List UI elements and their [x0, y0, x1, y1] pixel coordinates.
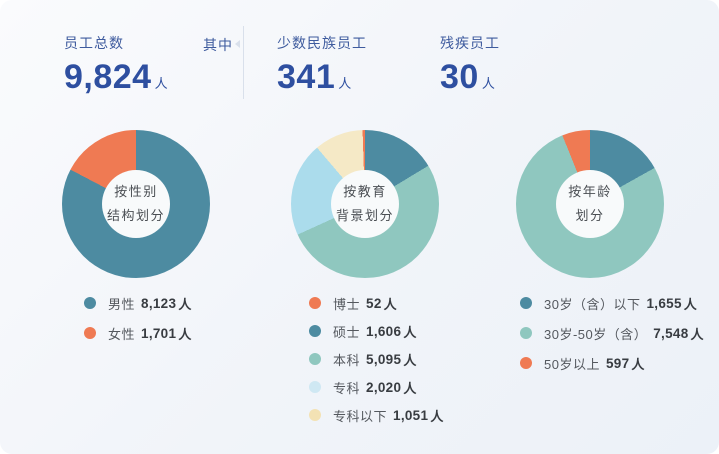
legend-item[interactable]: 博士 52 人 — [309, 294, 443, 312]
stat-value: 341 人 — [277, 58, 352, 96]
stat-disabled-employees: 残疾员工 30 人 — [440, 33, 500, 94]
education-donut-center: 按教育 背景划分 — [331, 170, 399, 238]
legend-item[interactable]: 50岁以上 597 人 — [520, 354, 704, 372]
legend-dot-icon — [84, 327, 96, 339]
divider-arrow-icon — [235, 40, 240, 48]
stat-label: 员工总数 — [64, 35, 124, 51]
legend-dot-icon — [520, 357, 532, 369]
stat-value: 9,824 人 — [64, 58, 168, 96]
stat-label: 少数民族员工 — [277, 35, 367, 51]
legend-item[interactable]: 男性 8,123 人 — [84, 294, 191, 312]
legend-item[interactable]: 本科 5,095 人 — [309, 350, 443, 368]
legend-dot-icon — [309, 297, 321, 309]
legend-dot-icon — [309, 381, 321, 393]
stat-label: 残疾员工 — [440, 35, 500, 51]
among-which-label: 其中 — [203, 37, 233, 53]
legend-dot-icon — [309, 409, 321, 421]
stat-unit: 人 — [481, 76, 495, 91]
legend-dot-icon — [84, 297, 96, 309]
age-donut-chart[interactable]: 按年龄 划分 — [516, 130, 664, 278]
education-donut-chart[interactable]: 按教育 背景划分 — [291, 130, 439, 278]
stat-unit: 人 — [338, 76, 352, 91]
legend-dot-icon — [520, 297, 532, 309]
stat-unit: 人 — [154, 76, 168, 91]
gender-donut-center: 按性别 结构划分 — [102, 170, 170, 238]
legend-item[interactable]: 女性 1,701 人 — [84, 324, 191, 342]
stat-value: 30 人 — [440, 58, 495, 96]
legend-dot-icon — [309, 353, 321, 365]
legend-dot-icon — [520, 327, 532, 339]
legend-item[interactable]: 专科 2,020 人 — [309, 378, 443, 396]
age-donut-center: 按年龄 划分 — [556, 170, 624, 238]
gender-legend: 男性 8,123 人 女性 1,701 人 — [84, 294, 191, 342]
legend-item[interactable]: 30岁-50岁（含） 7,548 人 — [520, 324, 704, 342]
legend-item[interactable]: 30岁（含）以下 1,655 人 — [520, 294, 704, 312]
gender-donut-chart[interactable]: 按性别 结构划分 — [62, 130, 210, 278]
vertical-divider — [243, 26, 244, 99]
education-legend: 博士 52 人 硕士 1,606 人 本科 5,095 人 专科 2,020 人… — [309, 294, 443, 424]
legend-dot-icon — [309, 325, 321, 337]
legend-item[interactable]: 硕士 1,606 人 — [309, 322, 443, 340]
stat-total-employees: 员工总数 9,824 人 — [64, 33, 168, 94]
legend-item[interactable]: 专科以下 1,051 人 — [309, 406, 443, 424]
age-legend: 30岁（含）以下 1,655 人 30岁-50岁（含） 7,548 人 50岁以… — [520, 294, 704, 372]
stat-minority-employees: 少数民族员工 341 人 — [277, 33, 367, 94]
